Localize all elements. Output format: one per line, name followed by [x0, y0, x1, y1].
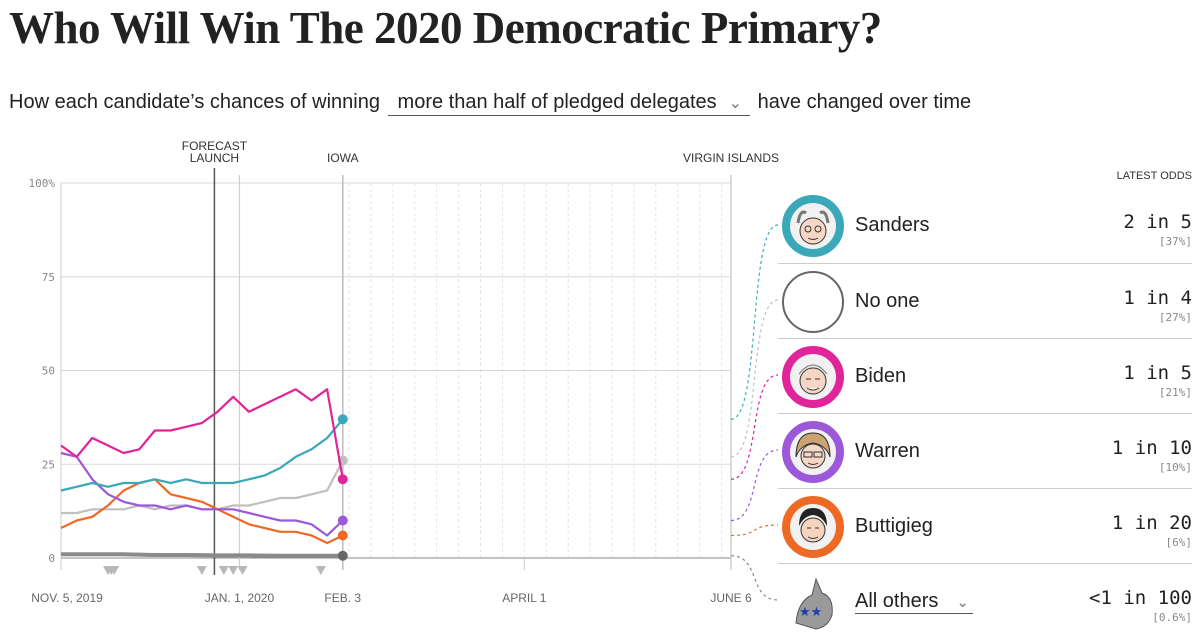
series-line-biden	[60, 388, 344, 480]
series-line-sanders	[60, 418, 344, 492]
series-line-warren	[60, 451, 344, 537]
chart-subtitle: How each candidate’s chances of winning …	[9, 91, 971, 116]
y-tick-label: 50	[42, 365, 55, 378]
debate-marker	[315, 566, 326, 575]
candidate-percent: [37%]	[1158, 235, 1192, 248]
y-tick-label: 75	[42, 271, 55, 284]
candidate-percent: [10%]	[1158, 461, 1192, 474]
candidate-name-text: All others	[855, 590, 939, 612]
series-end-point	[337, 550, 348, 561]
connector-line	[730, 555, 779, 601]
connector-line	[730, 374, 779, 480]
candidate-percent: [21%]	[1158, 386, 1192, 399]
y-tick-label: 0	[48, 552, 55, 565]
debate-marker	[109, 566, 120, 575]
x-tick-label: NOV. 5, 2019	[31, 591, 103, 605]
connector-line	[730, 299, 779, 458]
candidate-percent: [27%]	[1158, 311, 1192, 324]
page-title: Who Will Win The 2020 Democratic Primary…	[9, 3, 882, 53]
connector-line	[730, 524, 779, 537]
candidate-odds: <1 in 100	[1089, 587, 1192, 609]
series-end-point	[337, 530, 348, 541]
outcome-dropdown[interactable]: more than half of pledged delegates ⌄	[387, 91, 751, 116]
subtitle-prefix: How each candidate’s chances of winning	[9, 91, 380, 113]
candidate-name-text: Biden	[855, 365, 907, 387]
candidate-odds: 1 in 20	[1111, 512, 1192, 534]
candidate-row: Biden 1 in 5 [21%]	[778, 338, 1192, 414]
candidate-name: Buttigieg	[855, 515, 933, 538]
series-end-point	[337, 515, 348, 526]
debate-marker	[228, 566, 239, 575]
warren-avatar-icon	[782, 421, 844, 483]
x-tick-label: APRIL 1	[502, 591, 547, 605]
latest-odds-header: LATEST ODDS	[1116, 170, 1192, 182]
connector-line	[730, 449, 779, 522]
debate-marker	[196, 566, 207, 575]
candidate-name-text: No one	[855, 290, 920, 312]
candidate-name-text: Warren	[855, 440, 920, 462]
candidate-odds: 1 in 10	[1111, 437, 1192, 459]
candidate-name: Sanders	[855, 214, 930, 237]
x-tick-label: JUNE 6	[710, 591, 752, 605]
event-label: IOWA	[327, 151, 359, 165]
x-tick-label: FEB. 3	[324, 591, 361, 605]
candidate-odds: 2 in 5	[1123, 211, 1192, 233]
no-one-icon	[782, 271, 844, 333]
chevron-down-icon: ⌄	[956, 594, 969, 611]
series-line-buttigieg	[60, 478, 344, 545]
chevron-down-icon: ⌄	[728, 95, 743, 112]
connector-line	[730, 224, 779, 420]
candidate-name: No one	[855, 290, 920, 313]
series-line-all-others	[61, 552, 343, 558]
debate-marker	[218, 566, 229, 575]
candidate-row: Buttigieg 1 in 20 [6%]	[778, 488, 1192, 564]
biden-avatar-icon	[782, 346, 844, 408]
event-label: LAUNCH	[190, 151, 239, 165]
sanders-avatar-icon	[782, 195, 844, 257]
series-end-point	[337, 414, 348, 425]
svg-text:★★: ★★	[799, 604, 822, 619]
debate-marker	[237, 566, 248, 575]
y-tick-label: 100%	[29, 177, 56, 190]
buttigieg-avatar-icon	[782, 496, 844, 558]
candidate-name-text: Sanders	[855, 214, 930, 236]
candidate-odds: 1 in 4	[1123, 287, 1192, 309]
event-label: FORECAST	[182, 139, 248, 153]
candidate-odds: 1 in 5	[1123, 362, 1192, 384]
y-tick-label: 25	[42, 458, 55, 471]
event-label: VIRGIN ISLANDS	[683, 151, 779, 165]
x-tick-label: JAN. 1, 2020	[205, 591, 275, 605]
subtitle-suffix: have changed over time	[757, 91, 972, 113]
candidate-name: Biden	[855, 365, 906, 388]
candidate-row: ★★ All others ⌄ <1 in 100 [0.6%]	[778, 563, 1192, 639]
series-end-point	[337, 474, 348, 485]
candidate-row: Sanders 2 in 5 [37%]	[778, 188, 1192, 263]
candidate-name: Warren	[855, 440, 920, 463]
candidate-percent: [6%]	[1165, 536, 1193, 549]
candidate-row: No one 1 in 4 [27%]	[778, 263, 1192, 339]
others-dropdown[interactable]: All others ⌄	[855, 590, 973, 614]
candidate-percent: [0.6%]	[1152, 611, 1192, 624]
candidate-name-text: Buttigieg	[855, 515, 933, 537]
outcome-dropdown-value: more than half of pledged delegates	[397, 91, 717, 113]
donkey-icon: ★★	[782, 571, 844, 633]
candidate-row: Warren 1 in 10 [10%]	[778, 413, 1192, 489]
